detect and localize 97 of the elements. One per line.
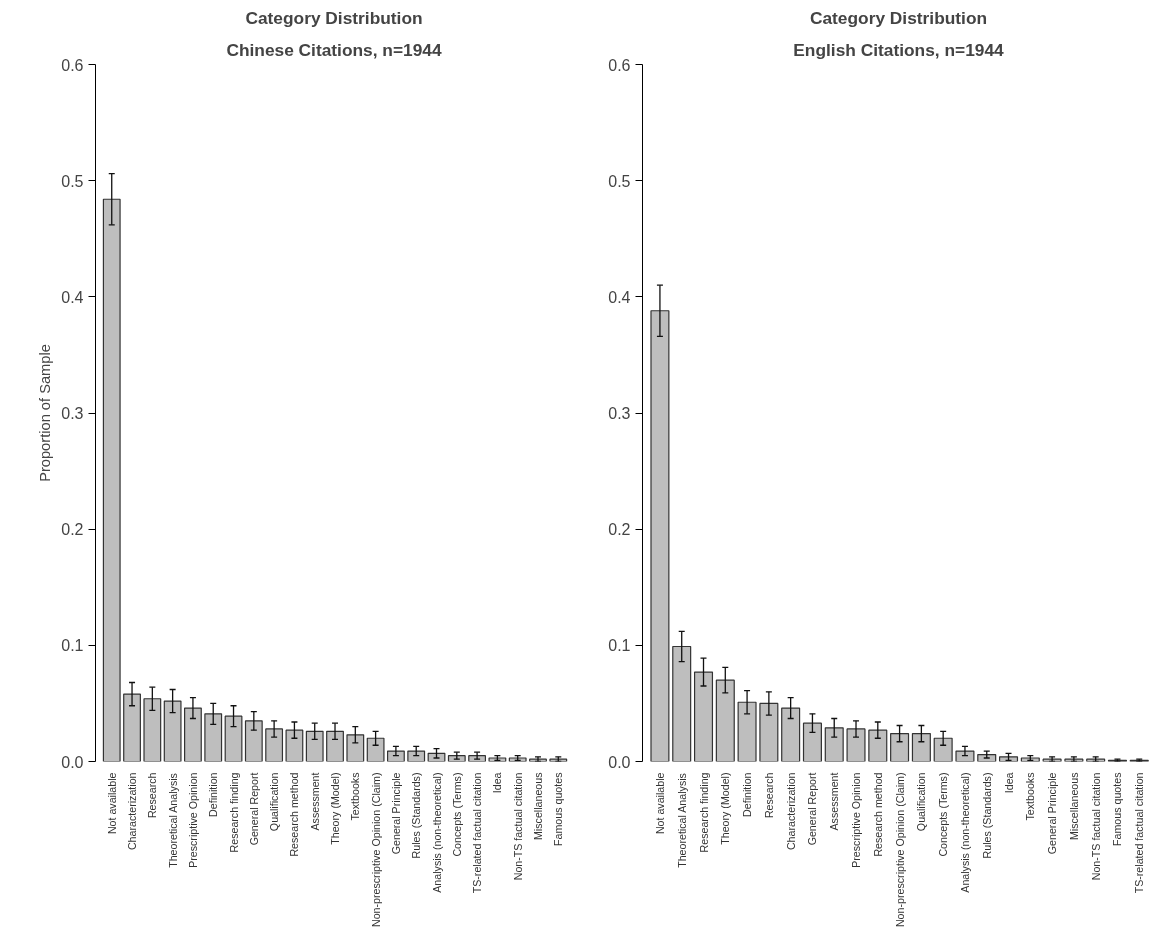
x-tick-label: General Report	[247, 772, 260, 846]
y-tick-label: 0.3	[608, 405, 631, 422]
chart-subtitle: English Citations, n=1944	[793, 39, 1005, 60]
x-tick-label: Rules (Standards)	[410, 772, 423, 859]
y-tick-label: 0.4	[61, 288, 84, 306]
x-tick-label: Prescriptive Opinion	[186, 772, 199, 868]
bar	[846, 728, 866, 762]
bar	[715, 679, 735, 762]
x-tick-label: Idea	[1002, 772, 1015, 794]
bar	[102, 198, 121, 762]
x-tick-label: Theoretical Analysis	[675, 773, 688, 868]
x-tick-label: Theory (Model)	[329, 772, 342, 845]
bar	[163, 700, 182, 762]
chart-title: Category Distribution	[245, 7, 423, 28]
y-tick-label: 0.0	[608, 753, 631, 771]
x-tick-label: General Report	[806, 772, 819, 846]
chart-title: Category Distribution	[809, 7, 988, 28]
x-tick-label: Research method	[871, 772, 884, 857]
y-tick-label: 0.1	[61, 637, 84, 655]
bar	[868, 729, 888, 762]
x-tick-label: Non-prescriptive Opinion (Claim)	[369, 772, 382, 928]
x-tick-label: Analysis (non-theoretical)	[430, 772, 443, 893]
x-tick-label: Characterization	[784, 772, 797, 851]
x-tick-label: General Principle	[1046, 772, 1059, 855]
y-tick-label: 0.5	[608, 172, 631, 190]
y-tick-label: 0.1	[608, 637, 631, 655]
bar	[184, 707, 202, 762]
x-tick-label: Miscellaneous	[1067, 772, 1080, 841]
x-tick-label: Concepts (Terms)	[450, 772, 463, 857]
bar	[123, 693, 141, 762]
x-tick-label: Prescriptive Opinion	[850, 772, 863, 868]
y-tick-label: 0.5	[61, 172, 84, 190]
bar	[693, 671, 714, 762]
y-tick-label: 0.4	[608, 288, 631, 306]
x-tick-label: TS-related factual citation	[471, 772, 484, 894]
y-tick-label: 0.2	[608, 521, 631, 539]
bar	[650, 310, 670, 762]
x-tick-label: General Principle	[389, 772, 402, 855]
bar	[143, 698, 162, 762]
y-tick-label: 0.6	[608, 56, 631, 74]
bar	[346, 734, 365, 762]
x-tick-label: Definition	[207, 772, 220, 817]
bar	[305, 730, 324, 762]
x-tick-label: Characterization	[126, 772, 139, 851]
bar	[447, 755, 466, 762]
x-tick-label: Research finding	[697, 772, 710, 853]
chart-subtitle: Chinese Citations, n=1944	[226, 39, 442, 60]
y-tick-label: 0.6	[61, 56, 84, 74]
bar	[933, 737, 953, 762]
bar	[802, 722, 822, 762]
bar	[407, 750, 426, 762]
x-tick-label: Rules (Standards)	[980, 772, 993, 859]
bar	[224, 715, 243, 762]
x-tick-label: Definition	[741, 772, 754, 817]
x-tick-label: Assessment	[828, 772, 841, 831]
x-tick-label: Theory (Model)	[719, 772, 732, 845]
bar	[204, 713, 223, 762]
bar	[285, 729, 304, 762]
bar	[824, 727, 844, 762]
bar	[244, 720, 263, 762]
x-tick-label: Qualification	[915, 772, 928, 832]
x-tick-label: Not available	[653, 772, 666, 835]
bar	[955, 750, 975, 762]
x-tick-label: Research	[762, 772, 775, 819]
bar	[366, 737, 385, 762]
x-tick-label: Textbooks	[1024, 772, 1037, 821]
x-tick-label: Analysis (non-theoretical)	[958, 772, 971, 893]
y-tick-label: 0.0	[61, 753, 84, 771]
bar	[326, 730, 344, 762]
y-tick-label: 0.3	[61, 405, 84, 422]
bar	[265, 728, 284, 762]
x-tick-label: Non-TS factual citation	[1089, 772, 1102, 881]
x-tick-label: TS-related factual citation	[1133, 772, 1146, 894]
x-tick-label: Famous quotes	[1111, 772, 1124, 846]
bar	[672, 645, 692, 762]
y-axis-title: Proportion of Sample	[37, 344, 54, 482]
x-tick-label: Research	[146, 772, 159, 819]
x-tick-label: Famous quotes	[552, 772, 565, 846]
x-tick-label: Non-TS factual citation	[511, 772, 524, 881]
x-tick-label: Idea	[491, 772, 504, 794]
bar	[386, 750, 405, 762]
bar	[759, 702, 779, 762]
bar	[737, 701, 757, 762]
bar	[781, 707, 801, 762]
x-tick-label: Concepts (Terms)	[937, 772, 950, 857]
x-tick-label: Non-prescriptive Opinion (Claim)	[893, 772, 906, 928]
x-tick-label: Research method	[288, 772, 301, 857]
y-tick-label: 0.2	[61, 521, 84, 539]
x-tick-label: Miscellaneous	[531, 772, 544, 841]
x-tick-label: Qualification	[268, 772, 281, 832]
x-tick-label: Textbooks	[349, 772, 362, 821]
bar	[911, 733, 931, 762]
x-tick-label: Theoretical Analysis	[166, 773, 179, 868]
x-tick-label: Assessment	[308, 772, 321, 831]
x-tick-label: Research finding	[227, 772, 240, 853]
bar	[890, 733, 910, 762]
x-tick-label: Not available	[105, 772, 118, 835]
